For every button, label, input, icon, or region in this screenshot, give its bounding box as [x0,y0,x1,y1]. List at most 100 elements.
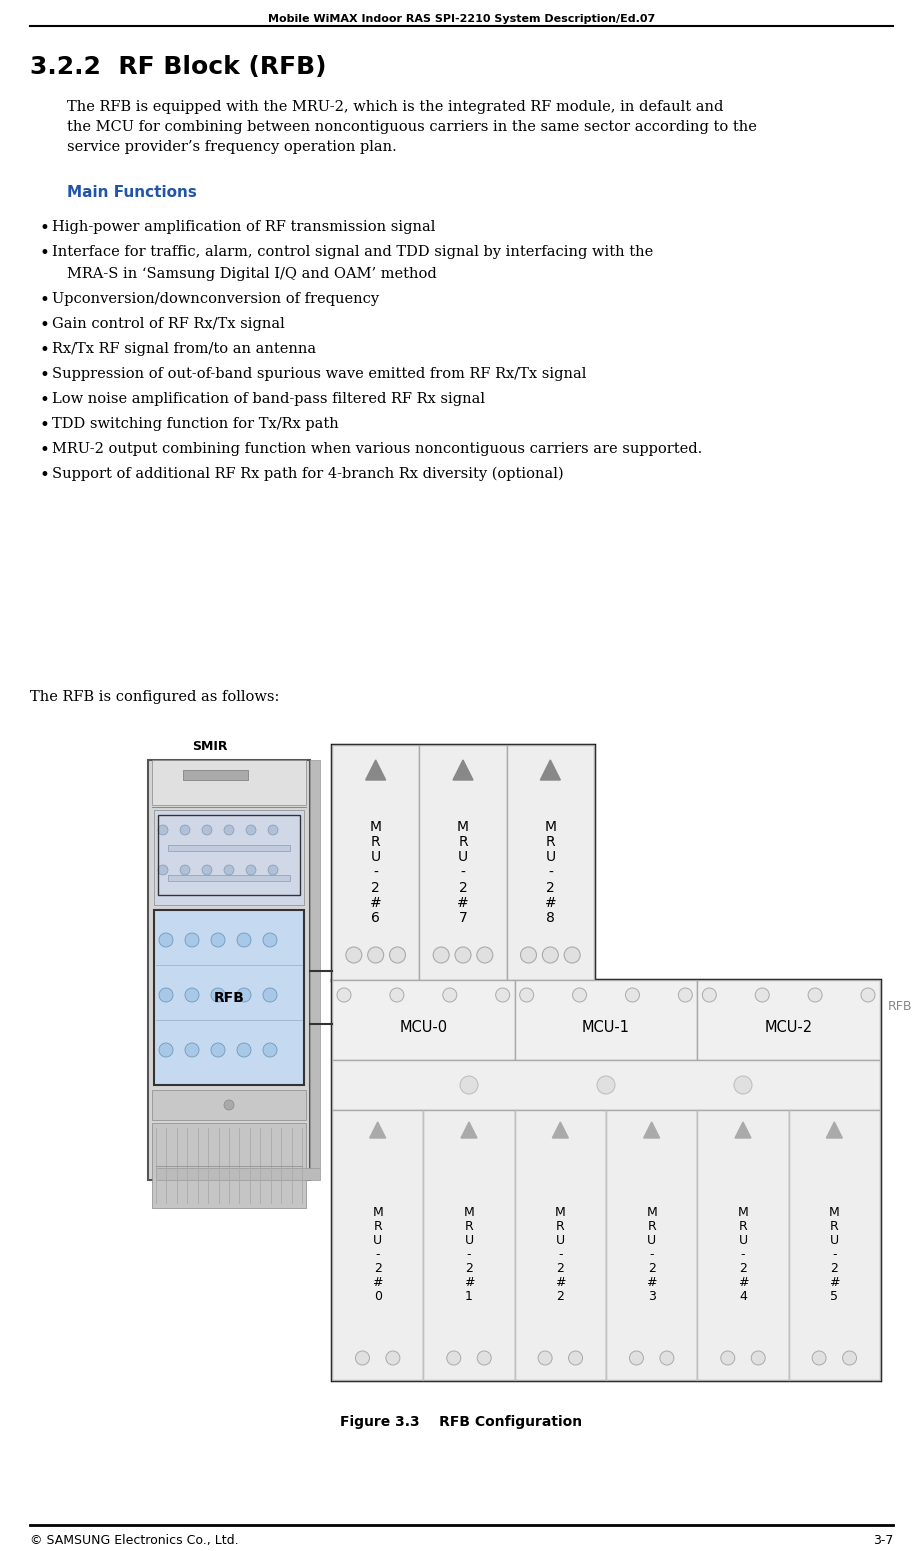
Text: •: • [40,292,50,309]
Circle shape [268,865,278,875]
Circle shape [597,1076,615,1093]
Bar [152,1123,306,1208]
Circle shape [224,1100,234,1111]
Bar [419,744,507,980]
Circle shape [268,825,278,834]
Bar [332,980,515,1059]
Circle shape [455,948,471,963]
Polygon shape [735,1121,751,1138]
Polygon shape [552,1121,569,1138]
Polygon shape [826,1121,843,1138]
Polygon shape [366,760,386,780]
Text: M
R
U
-
2
#
1: M R U - 2 # 1 [463,1207,474,1303]
Text: •: • [40,368,50,385]
Circle shape [202,865,212,875]
Bar [168,845,290,851]
Text: M
R
U
-
2
#
6: M R U - 2 # 6 [370,820,382,924]
Circle shape [158,825,168,834]
Text: 3.2.2  RF Block (RFB): 3.2.2 RF Block (RFB) [30,54,327,79]
Text: High-power amplification of RF transmission signal: High-power amplification of RF transmiss… [52,220,436,234]
Circle shape [702,988,716,1002]
Polygon shape [461,1121,477,1138]
Text: M
R
U
-
2
#
2: M R U - 2 # 2 [555,1207,566,1303]
Circle shape [496,988,509,1002]
Circle shape [660,1351,674,1365]
Circle shape [159,1042,173,1056]
Text: © SAMSUNG Electronics Co., Ltd.: © SAMSUNG Electronics Co., Ltd. [30,1534,239,1546]
Circle shape [809,988,822,1002]
Circle shape [386,1351,400,1365]
Bar [515,1111,606,1380]
Circle shape [159,988,173,1002]
Bar [332,744,594,980]
Circle shape [263,988,277,1002]
Text: M
R
U
-
2
#
5: M R U - 2 # 5 [829,1207,840,1303]
Bar [168,875,290,881]
Bar [183,769,248,780]
Circle shape [564,948,581,963]
Circle shape [443,988,457,1002]
Text: RFB: RFB [888,1000,913,1013]
Circle shape [346,948,362,963]
Circle shape [237,988,251,1002]
Text: service provider’s frequency operation plan.: service provider’s frequency operation p… [67,140,397,154]
Circle shape [237,1042,251,1056]
Text: MCU-2: MCU-2 [764,1021,813,1036]
Text: •: • [40,220,50,237]
Text: RFB: RFB [213,991,245,1005]
Bar [515,980,698,1059]
Circle shape [185,934,199,948]
Text: MRA-S in ‘Samsung Digital I/Q and OAM’ method: MRA-S in ‘Samsung Digital I/Q and OAM’ m… [67,267,437,281]
Bar [788,1111,880,1380]
Circle shape [263,934,277,948]
Text: TDD switching function for Tx/Rx path: TDD switching function for Tx/Rx path [52,417,339,431]
Text: M
R
U
-
2
#
0: M R U - 2 # 0 [372,1207,383,1303]
Circle shape [569,1351,582,1365]
Text: The RFB is configured as follows:: The RFB is configured as follows: [30,690,280,704]
Circle shape [678,988,692,1002]
Circle shape [477,948,493,963]
Circle shape [211,988,225,1002]
Bar [310,760,320,1168]
Text: •: • [40,417,50,434]
Text: M
R
U
-
2
#
8: M R U - 2 # 8 [545,820,557,924]
Circle shape [211,1042,225,1056]
Text: Mobile WiMAX Indoor RAS SPI-2210 System Description/Ed.07: Mobile WiMAX Indoor RAS SPI-2210 System … [268,14,655,23]
Circle shape [159,934,173,948]
Bar [158,814,300,895]
Circle shape [355,1351,369,1365]
Circle shape [390,948,405,963]
Text: •: • [40,245,50,262]
Text: Main Functions: Main Functions [67,185,197,200]
Circle shape [460,1076,478,1093]
Text: M
R
U
-
2
#
4: M R U - 2 # 4 [737,1207,749,1303]
Circle shape [447,1351,461,1365]
Text: Rx/Tx RF signal from/to an antenna: Rx/Tx RF signal from/to an antenna [52,343,316,357]
Circle shape [185,1042,199,1056]
Text: MCU-0: MCU-0 [400,1021,448,1036]
Text: •: • [40,392,50,409]
Text: Figure 3.3    RFB Configuration: Figure 3.3 RFB Configuration [341,1415,582,1428]
Bar [606,1111,698,1380]
Circle shape [224,865,234,875]
Bar [424,1111,515,1380]
Circle shape [861,988,875,1002]
Circle shape [224,825,234,834]
Bar [507,744,594,980]
Bar [698,980,880,1059]
Polygon shape [370,1121,386,1138]
Text: •: • [40,343,50,358]
Circle shape [433,948,450,963]
Polygon shape [540,760,560,780]
Text: M
R
U
-
2
#
7: M R U - 2 # 7 [457,820,469,924]
Circle shape [367,948,384,963]
Bar [152,1090,306,1120]
Text: MRU-2 output combining function when various noncontiguous carriers are supporte: MRU-2 output combining function when var… [52,442,702,456]
Circle shape [538,1351,552,1365]
Bar [332,980,880,1380]
Text: •: • [40,442,50,459]
Text: 3-7: 3-7 [872,1534,893,1546]
Circle shape [185,988,199,1002]
Circle shape [202,825,212,834]
Circle shape [477,1351,491,1365]
